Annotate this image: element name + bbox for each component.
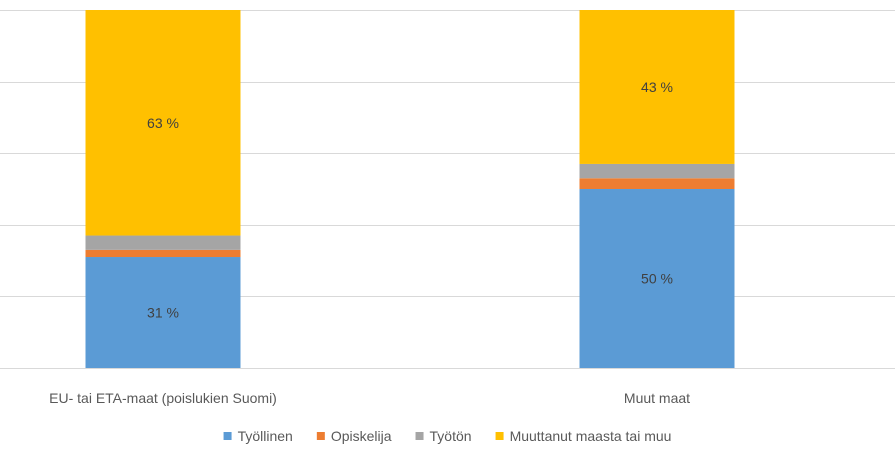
legend-swatch [223,432,232,440]
legend-item: Muuttanut maasta tai muu [495,428,672,444]
legend-swatch [316,432,325,440]
data-labels: 31 % 63 % 50 % 43 % [147,79,673,321]
legend-item: Työllinen [223,428,293,444]
legend-swatch [415,432,424,440]
bar-segment [85,257,241,368]
bar-segment [579,10,735,164]
bars [85,10,735,368]
bar-segment [579,178,735,189]
data-label: 43 % [641,79,673,95]
x-tick-label: Muut maat [624,390,690,406]
legend-item: Opiskelija [316,428,392,444]
legend-item: Työtön [415,428,472,444]
bar-segment [85,249,241,258]
legend: Työllinen Opiskelija Työtön Muuttanut maast… [223,428,672,444]
legend-label: Työtön [430,428,472,444]
data-label: 63 % [147,115,179,131]
data-label: 31 % [147,305,179,321]
legend-label: Opiskelija [331,428,392,444]
bar-segment [85,235,241,250]
bar-segment [85,10,241,236]
legend-label: Työllinen [238,428,293,444]
x-tick-label: EU- tai ETA-maat (poislukien Suomi) [49,390,277,406]
bar-segment [579,189,735,368]
data-label: 50 % [641,271,673,287]
legend-label: Muuttanut maasta tai muu [510,428,672,444]
x-axis: EU- tai ETA-maat (poislukien Suomi) Muut … [49,390,690,406]
legend-swatch [495,432,504,440]
bar-segment [579,163,735,179]
